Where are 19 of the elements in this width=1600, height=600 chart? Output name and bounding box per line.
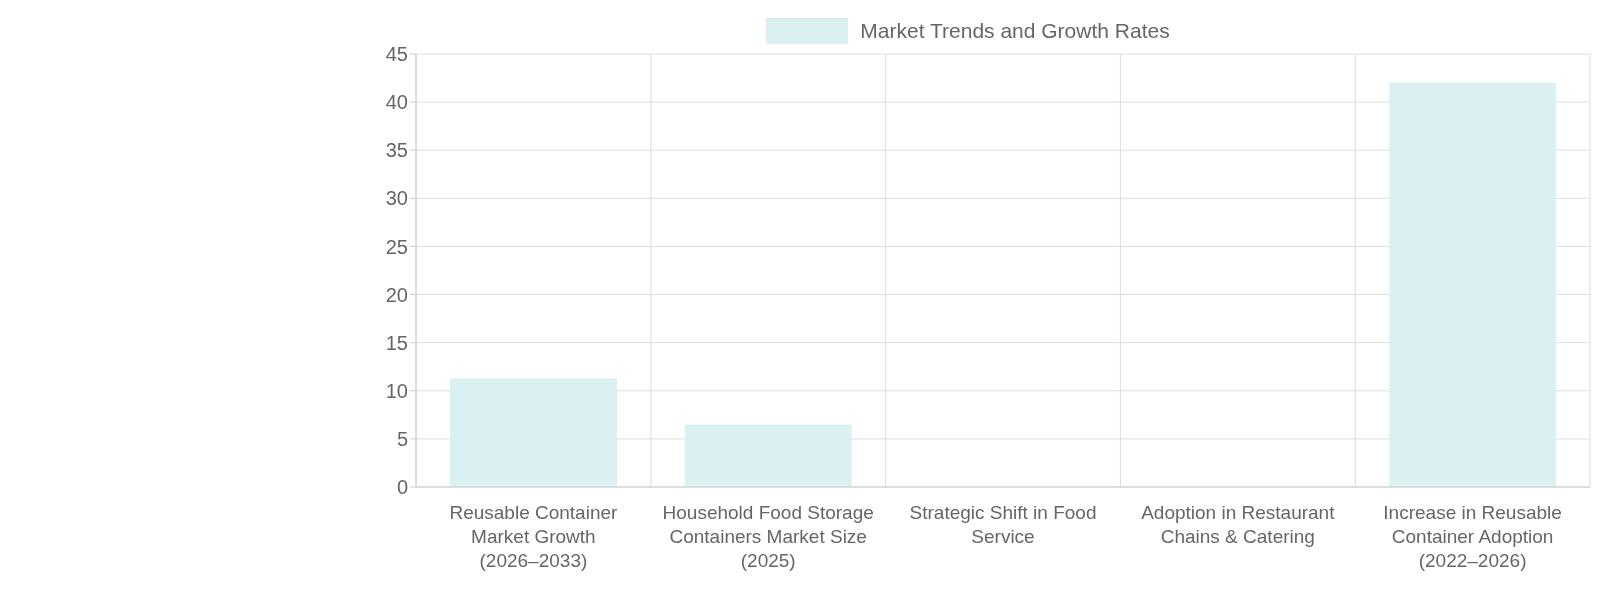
bar (684, 424, 852, 487)
x-tick-label: Strategic Shift in Food Service (909, 501, 1097, 547)
bar (450, 378, 617, 487)
bar (1389, 82, 1557, 487)
y-tick-label: 10 (385, 379, 408, 402)
y-tick-label: 15 (385, 331, 408, 354)
y-tick-label: 30 (385, 187, 408, 210)
y-tick-label: 0 (396, 476, 408, 499)
legend-label: Market Trends and Growth Rates (860, 19, 1170, 43)
y-tick-label: 25 (385, 235, 408, 258)
y-tick-label: 20 (385, 283, 408, 306)
y-tick-label: 35 (385, 139, 408, 162)
x-tick-label: Increase in Reusable Container Adoption (2022–2026) (1383, 501, 1562, 571)
x-tick-label: Reusable Container Market Growth (2026–2033) (449, 501, 619, 571)
y-tick-label: 5 (396, 427, 408, 450)
y-tick-label: 40 (385, 91, 408, 114)
x-tick-label: Adoption in Restaurant Chains & Catering (1141, 501, 1336, 547)
y-tick-label: 45 (385, 43, 408, 66)
x-tick-label: Household Food Storage Containers Market Size (2025) (662, 501, 874, 571)
